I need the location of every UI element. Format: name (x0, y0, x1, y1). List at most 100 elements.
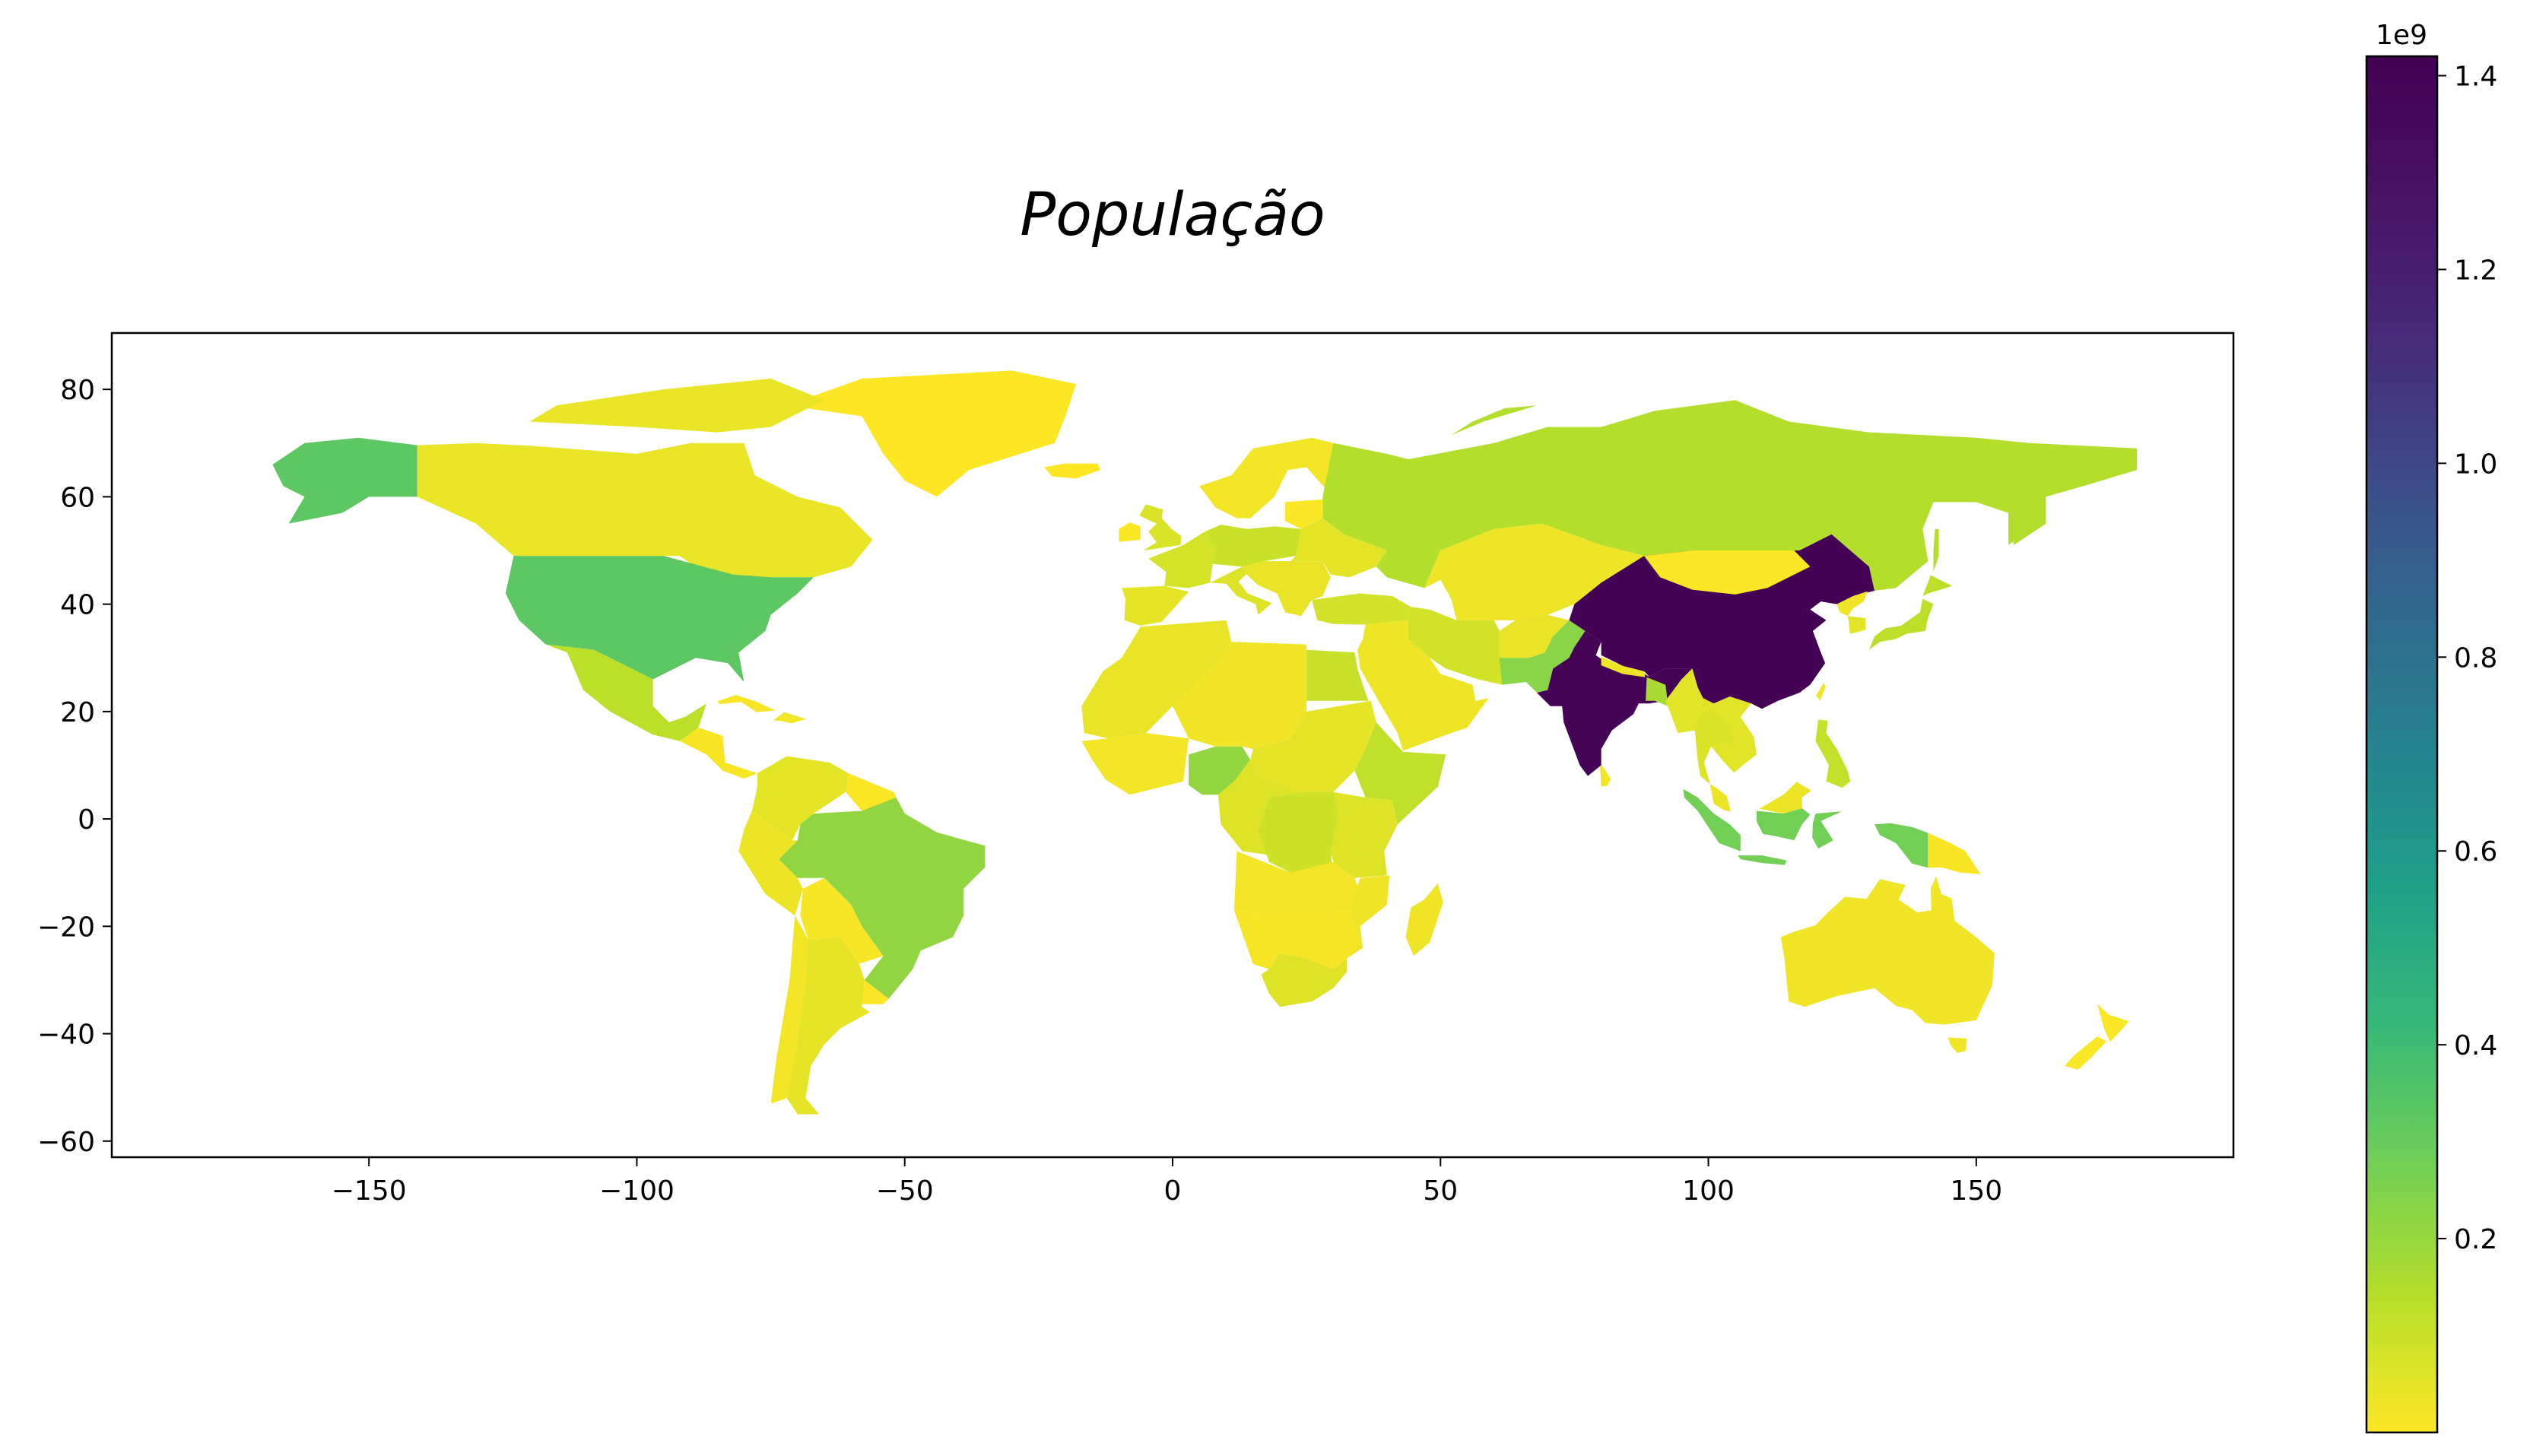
region-new-zealand-north (2097, 1004, 2129, 1042)
region-iberia (1122, 585, 1189, 626)
region-sudan-chad (1250, 700, 1376, 792)
region-iceland (1043, 463, 1100, 479)
region-philippines (1815, 719, 1851, 788)
y-tick-label: 40 (60, 590, 95, 621)
region-france-benelux (1148, 531, 1216, 588)
region-australia (1780, 876, 1995, 1025)
region-hispaniola (773, 712, 807, 724)
region-ireland (1119, 522, 1141, 542)
region-borneo-kalimantan (1757, 808, 1811, 841)
region-hokkaido (1922, 575, 1953, 596)
colorbar-tick-label: 0.6 (2454, 836, 2497, 868)
country-regions (272, 370, 2138, 1115)
region-new-guinea-west (1874, 823, 1928, 868)
y-tick-label: 80 (60, 375, 95, 406)
region-southern-africa (1234, 910, 1360, 969)
region-baltics (1285, 499, 1323, 529)
region-borneo-north (1759, 782, 1811, 814)
region-nigeria (1189, 746, 1251, 795)
region-scandinavia (1199, 437, 1334, 519)
region-bolivia-paraguay (800, 877, 884, 964)
x-tick-label: −150 (332, 1175, 407, 1207)
region-sulawesi (1812, 811, 1842, 849)
region-taiwan (1816, 683, 1826, 701)
region-java (1738, 855, 1787, 865)
region-kamchatka (2008, 496, 2046, 545)
colorbar-tick-label: 1.4 (2454, 61, 2497, 92)
region-germany-central (1205, 525, 1302, 567)
region-sakhalin (1933, 528, 1939, 573)
x-tick-label: 150 (1950, 1175, 2002, 1207)
region-japan (1868, 598, 1934, 650)
region-brazil (779, 797, 986, 999)
region-argentina (786, 937, 870, 1115)
colorbar-tick-label: 0.4 (2454, 1030, 2497, 1061)
region-china (1569, 534, 1874, 709)
region-canada (417, 443, 873, 594)
y-tick-label: −40 (37, 1020, 95, 1051)
region-uk (1139, 504, 1182, 550)
region-kazakhstan-central (1424, 523, 1644, 620)
region-malaysia-peninsula (1709, 784, 1732, 812)
region-caucasus-iran (1408, 607, 1510, 685)
region-india (1537, 630, 1693, 776)
region-sumatra (1683, 788, 1741, 852)
region-usa (505, 556, 814, 682)
region-uruguay (862, 980, 889, 1004)
map-title: População (1020, 181, 1325, 249)
region-new-zealand-south (2065, 1036, 2106, 1070)
region-nw-africa (1081, 620, 1232, 739)
region-korea-north (1836, 591, 1868, 617)
region-middle-east (1357, 620, 1489, 751)
region-madagascar (1405, 883, 1443, 956)
region-sahara-east (1173, 642, 1307, 750)
region-korea-south (1847, 616, 1866, 634)
region-east-africa (1330, 791, 1398, 878)
y-axis: 80 60 40 20 0 −20 −40 −60 (37, 375, 112, 1158)
region-nepal (1601, 656, 1646, 677)
region-balkans (1242, 561, 1331, 617)
region-central-america (679, 728, 757, 779)
region-mexico (545, 644, 706, 741)
region-cuba (717, 695, 776, 712)
region-italy (1210, 566, 1272, 615)
region-south-africa (1261, 953, 1347, 1007)
colorbar-tick-label: 0.2 (2454, 1224, 2497, 1255)
region-turkey (1312, 593, 1411, 625)
region-sri-lanka (1600, 766, 1611, 787)
y-tick-label: 60 (60, 482, 95, 513)
region-ethiopia-horn (1354, 722, 1446, 825)
region-guianas (846, 773, 897, 811)
x-tick-label: 50 (1423, 1175, 1458, 1207)
colorbar-tick-label: 0.8 (2454, 642, 2497, 674)
colorbar (2365, 55, 2439, 1434)
region-papua-new-guinea (1928, 833, 1981, 874)
region-russia (1322, 400, 2138, 591)
y-tick-label: 20 (60, 697, 95, 728)
region-tasmania (1947, 1037, 1967, 1053)
region-greenland (786, 370, 1077, 497)
colorbar-tick-label: 1.2 (2454, 255, 2497, 286)
x-tick-label: −50 (876, 1175, 934, 1207)
region-usa-alaska (272, 437, 417, 524)
region-novaya-zemlya (1451, 405, 1538, 436)
region-afghanistan (1499, 614, 1570, 658)
region-canada-islands (529, 379, 824, 433)
region-peru-ecuador (738, 810, 803, 916)
x-tick-label: −100 (599, 1175, 675, 1207)
region-congo-drc (1258, 791, 1339, 883)
region-mozambique (1347, 875, 1390, 959)
y-tick-label: 0 (78, 804, 95, 836)
colorbar-offset-label: 1e9 (2376, 20, 2427, 51)
region-colombia-venezuela (751, 756, 849, 841)
x-tick-label: 0 (1164, 1175, 1182, 1207)
y-tick-label: −60 (37, 1127, 95, 1158)
colorbar-ticks: 0.2 0.4 0.6 0.8 1.0 1.2 1.4 (2437, 61, 2497, 1255)
region-west-africa (1081, 733, 1189, 795)
region-ukraine-belarus (1290, 518, 1387, 578)
x-tick-label: 100 (1682, 1175, 1735, 1207)
x-axis: −150 −100 −50 0 50 100 150 (332, 1157, 2002, 1207)
region-pakistan (1499, 620, 1586, 693)
region-bangladesh (1646, 677, 1668, 706)
